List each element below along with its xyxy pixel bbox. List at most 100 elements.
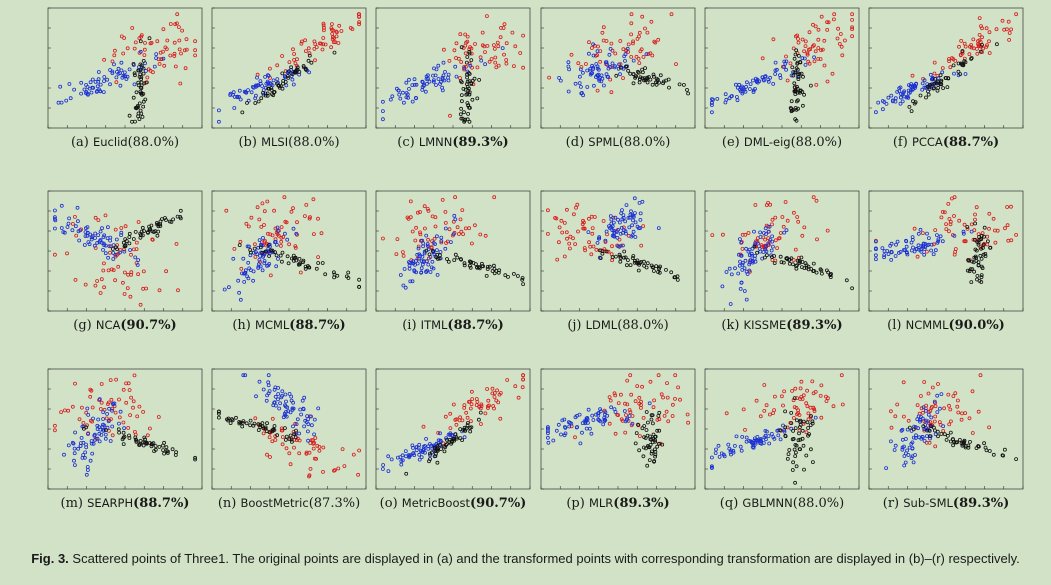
red-point <box>465 415 470 420</box>
blue-point <box>729 452 733 457</box>
red-point <box>357 22 362 27</box>
red-point <box>562 221 567 225</box>
black-point <box>462 263 467 268</box>
blue-point <box>161 56 166 61</box>
black-point <box>332 50 337 55</box>
red-point <box>953 59 958 63</box>
red-point <box>621 47 626 52</box>
black-point <box>804 453 809 458</box>
blue-point <box>404 95 409 100</box>
black-point <box>265 91 270 96</box>
black-point <box>267 86 272 91</box>
blue-point <box>941 424 945 429</box>
red-point <box>633 399 638 404</box>
red-point <box>184 37 189 42</box>
red-point <box>85 423 89 428</box>
black-point <box>442 444 446 449</box>
blue-point <box>767 441 772 446</box>
blue-point <box>285 237 290 242</box>
red-point <box>298 270 303 275</box>
panel-caption: (a) Euclid(88.0%) <box>30 135 220 150</box>
red-point <box>912 226 917 231</box>
red-point <box>467 399 472 404</box>
red-point <box>406 216 411 221</box>
panel-caption: (i) ITML(88.7%) <box>358 318 548 333</box>
red-point <box>413 238 418 243</box>
red-point <box>784 54 788 59</box>
blue-point <box>617 62 621 67</box>
blue-point <box>623 52 628 57</box>
blue-point <box>888 439 893 444</box>
blue-point <box>615 235 620 240</box>
red-point <box>574 205 578 210</box>
red-point <box>830 71 835 76</box>
blue-point <box>588 67 593 71</box>
black-point <box>624 64 628 69</box>
blue-point <box>961 231 966 236</box>
black-point <box>477 266 482 271</box>
red-point <box>80 405 84 410</box>
blue-point <box>773 72 778 76</box>
blue-point <box>412 453 417 457</box>
accuracy-score: (88.0%) <box>288 135 340 150</box>
blue-point <box>102 423 107 428</box>
red-point <box>132 247 136 252</box>
red-point <box>850 12 855 17</box>
blue-point <box>926 412 931 417</box>
black-point <box>1014 457 1019 461</box>
blue-point <box>610 224 615 229</box>
black-point <box>465 75 469 80</box>
red-point <box>581 226 586 231</box>
black-point <box>270 429 275 434</box>
black-point <box>138 235 143 240</box>
red-point <box>270 439 275 444</box>
blue-point <box>438 82 442 86</box>
black-point <box>253 101 258 105</box>
red-point <box>149 41 154 45</box>
black-point <box>432 445 437 450</box>
accuracy-score: (89.3%) <box>952 496 1010 511</box>
blue-point <box>758 249 763 254</box>
blue-point <box>753 436 757 441</box>
blue-point <box>873 246 878 251</box>
red-point <box>555 257 560 262</box>
red-point <box>601 25 606 30</box>
black-point <box>117 430 121 435</box>
blue-point <box>97 439 102 444</box>
black-point <box>216 411 221 416</box>
black-point <box>755 250 759 255</box>
red-point <box>976 42 980 47</box>
red-point <box>930 385 935 390</box>
black-point <box>216 415 221 420</box>
red-point <box>306 46 311 51</box>
black-point <box>142 229 146 233</box>
red-point <box>132 373 137 378</box>
blue-point <box>623 419 628 424</box>
blue-point <box>935 233 939 237</box>
blue-point <box>596 67 601 72</box>
black-point <box>289 65 293 70</box>
red-point <box>425 206 430 211</box>
red-point <box>603 240 608 244</box>
red-point <box>676 385 681 390</box>
blue-point <box>70 440 75 445</box>
blue-point <box>900 92 905 97</box>
red-point <box>778 231 783 235</box>
red-point <box>743 232 748 237</box>
black-point <box>149 223 154 228</box>
blue-point <box>933 432 938 437</box>
blue-point <box>424 437 428 441</box>
blue-point <box>261 387 266 392</box>
black-point <box>277 84 281 88</box>
red-point <box>1007 38 1012 42</box>
red-point <box>268 455 272 459</box>
black-point <box>979 273 984 277</box>
red-point <box>108 378 113 383</box>
blue-point <box>263 75 267 79</box>
plot-frame <box>375 7 531 129</box>
blue-point <box>580 430 584 435</box>
red-point <box>511 64 516 68</box>
black-point <box>652 74 656 79</box>
blue-point <box>617 244 622 249</box>
red-point <box>255 205 260 210</box>
